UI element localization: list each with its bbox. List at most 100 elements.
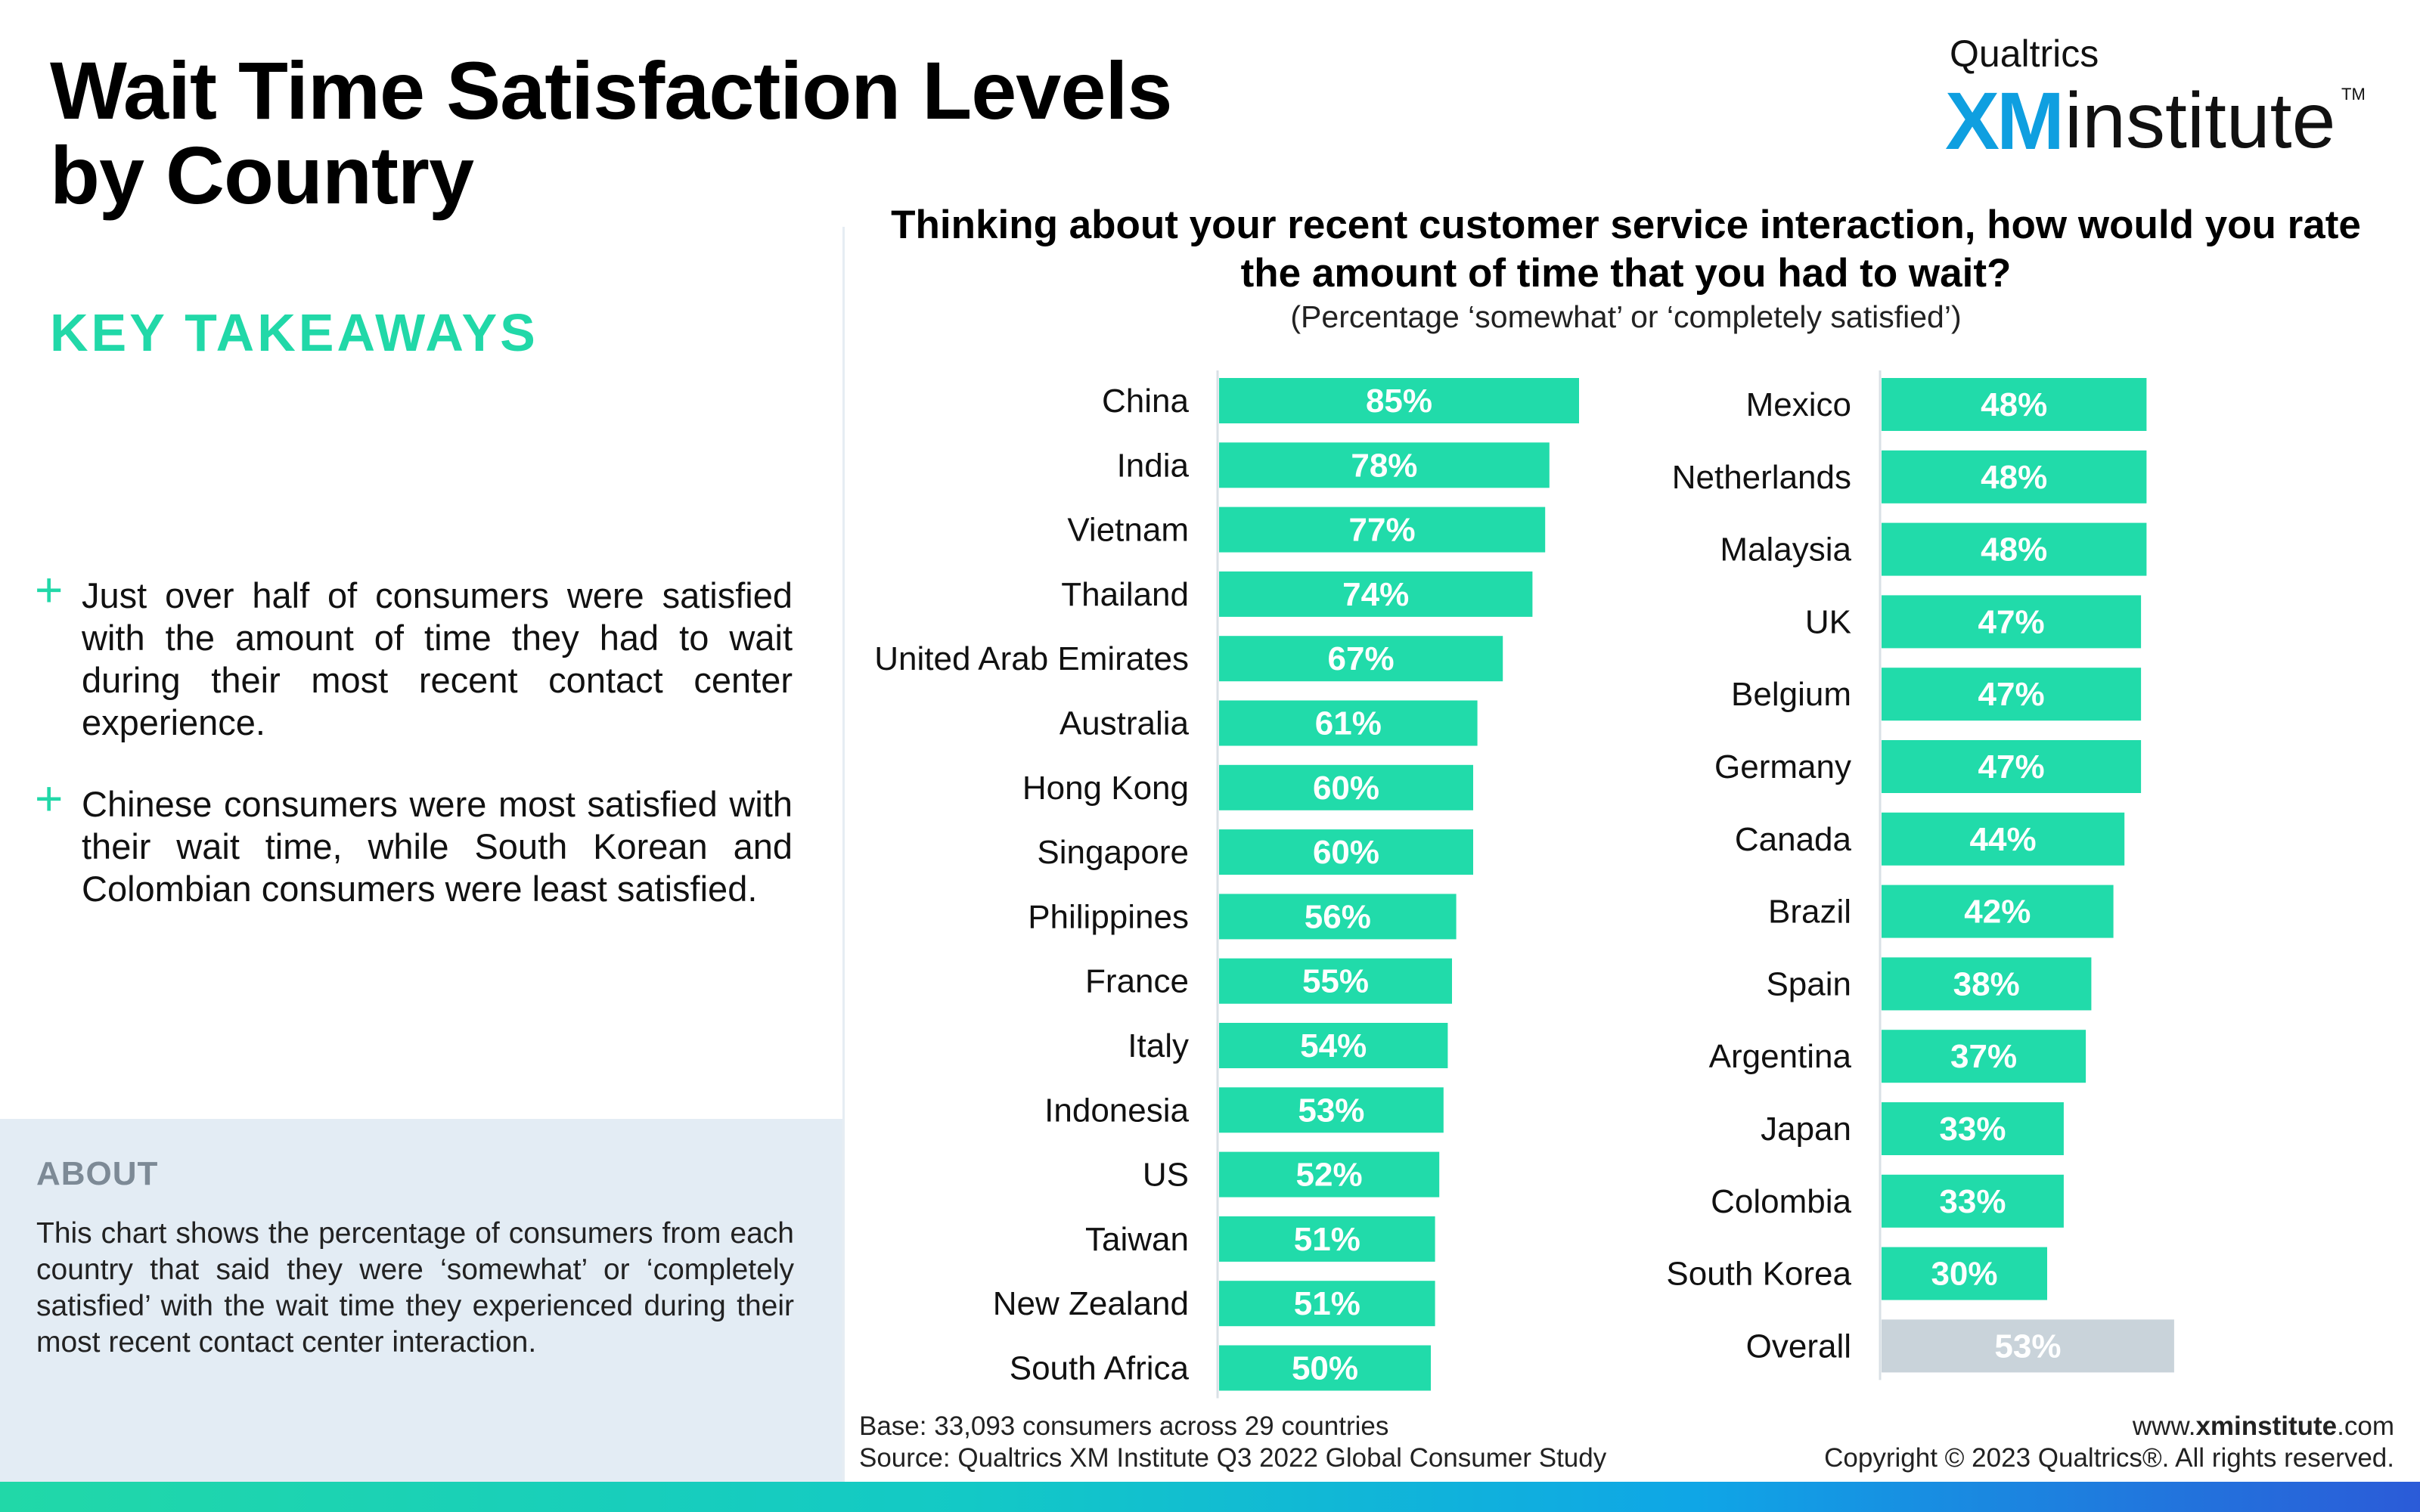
chart-title: Thinking about your recent customer serv… bbox=[891, 203, 2361, 296]
bar-thailand bbox=[1219, 571, 1533, 617]
category-label: Overall bbox=[1746, 1328, 1851, 1365]
category-label: South Korea bbox=[1666, 1256, 1851, 1293]
footer-copyright: Copyright © 2023 Qualtrics®. All rights … bbox=[1824, 1443, 2394, 1473]
category-label: China bbox=[1102, 383, 1189, 420]
category-label: Netherlands bbox=[1672, 459, 1851, 496]
value-label: 30% bbox=[1931, 1256, 1997, 1293]
footer-base: Base: 33,093 consumers across 29 countri… bbox=[859, 1411, 1389, 1441]
category-label: Italy bbox=[1128, 1027, 1189, 1064]
category-label: Mexico bbox=[1746, 386, 1851, 423]
bar-singapore bbox=[1219, 829, 1473, 875]
value-label: 37% bbox=[1950, 1038, 2017, 1075]
bar-china bbox=[1219, 378, 1579, 423]
category-label: Brazil bbox=[1768, 894, 1851, 931]
category-label: Spain bbox=[1766, 965, 1851, 1002]
bar-belgium bbox=[1882, 668, 2142, 721]
category-label: Malaysia bbox=[1720, 531, 1851, 569]
logo-company-name: Qualtrics bbox=[1950, 33, 2099, 75]
value-label: 51% bbox=[1294, 1221, 1360, 1258]
value-label: 60% bbox=[1313, 834, 1379, 871]
bar-brazil bbox=[1882, 885, 2114, 938]
category-label: UK bbox=[1805, 603, 1851, 640]
takeaway-item: + Chinese consumers were most satisfied … bbox=[35, 774, 793, 910]
bar-chart-svg: China 85% India 78% Vietnam 77% Thailand 74% Uni… bbox=[874, 370, 2174, 1399]
value-label: 48% bbox=[1981, 459, 2047, 496]
value-label: 53% bbox=[1298, 1092, 1364, 1129]
category-label: South Africa bbox=[1010, 1350, 1190, 1387]
takeaways-list: + Just over half of consumers were satis… bbox=[35, 565, 793, 950]
value-label: 44% bbox=[1970, 821, 2037, 858]
category-label: Hong Kong bbox=[1022, 770, 1189, 807]
takeaway-text: Just over half of consumers were satisfi… bbox=[82, 575, 793, 742]
bar-overall bbox=[1882, 1319, 2174, 1373]
category-label: United Arab Emirates bbox=[874, 640, 1189, 677]
bar-chart: China 85% India 78% Vietnam 77% Thailand 74% Uni… bbox=[847, 355, 2420, 1406]
value-label: 38% bbox=[1953, 965, 2020, 1002]
category-label: Singapore bbox=[1037, 834, 1189, 871]
category-label: New Zealand bbox=[993, 1285, 1189, 1322]
value-label: 48% bbox=[1981, 386, 2047, 423]
category-label: Philippines bbox=[1028, 898, 1189, 935]
site-suffix: .com bbox=[2337, 1411, 2394, 1441]
plus-icon: + bbox=[35, 562, 64, 617]
value-label: 51% bbox=[1294, 1285, 1360, 1322]
value-label: 47% bbox=[1978, 748, 2045, 785]
bar-india bbox=[1219, 442, 1550, 488]
chart-subtitle: (Percentage ‘somewhat’ or ‘completely sa… bbox=[1290, 299, 1962, 334]
page-title-line-1: Wait Time Satisfaction Levels bbox=[50, 45, 1172, 136]
footer-notes: Base: 33,093 consumers across 29 countri… bbox=[859, 1411, 1606, 1474]
category-label: Australia bbox=[1060, 705, 1190, 742]
footer-website: www.xminstitute.com bbox=[1824, 1411, 2394, 1442]
about-text: This chart shows the percentage of consu… bbox=[36, 1217, 794, 1359]
value-label: 78% bbox=[1351, 447, 1417, 484]
category-label: Argentina bbox=[1709, 1038, 1852, 1075]
bar-italy bbox=[1219, 1023, 1448, 1068]
bar-argentina bbox=[1882, 1030, 2086, 1083]
bar-us bbox=[1219, 1151, 1440, 1198]
bar-united-arab-emirates bbox=[1219, 636, 1503, 682]
bottom-gradient-bar bbox=[0, 1482, 2420, 1512]
logo-xm-mark: XM bbox=[1945, 75, 2065, 166]
value-label: 47% bbox=[1978, 676, 2045, 713]
bar-colombia bbox=[1882, 1174, 2064, 1228]
value-label: 53% bbox=[1994, 1328, 2061, 1365]
value-label: 33% bbox=[1939, 1111, 2006, 1148]
about-panel: ABOUT This chart shows the percentage of… bbox=[0, 1119, 842, 1482]
bar-australia bbox=[1219, 700, 1478, 746]
bar-uk bbox=[1882, 595, 2142, 649]
category-label: Belgium bbox=[1731, 676, 1851, 713]
category-label: Canada bbox=[1735, 821, 1852, 858]
bar-france bbox=[1219, 958, 1452, 1004]
about-title: ABOUT bbox=[36, 1155, 159, 1192]
bar-spain bbox=[1882, 957, 2092, 1011]
takeaway-text: Chinese consumers were most satisfied wi… bbox=[82, 784, 793, 909]
bar-netherlands bbox=[1882, 450, 2147, 503]
vertical-divider bbox=[842, 227, 845, 1482]
bar-philippines bbox=[1219, 894, 1457, 940]
xm-institute-logo: Qualtrics XM institute TM bbox=[1936, 30, 2366, 166]
value-label: 60% bbox=[1313, 770, 1379, 807]
bar-malaysia bbox=[1882, 522, 2147, 576]
bar-hong-kong bbox=[1219, 764, 1473, 810]
category-label: Japan bbox=[1761, 1111, 1851, 1148]
category-label: Colombia bbox=[1711, 1183, 1851, 1220]
logo-institute-word: institute bbox=[2065, 77, 2336, 165]
category-label: US bbox=[1143, 1157, 1189, 1194]
bar-south-korea bbox=[1882, 1247, 2047, 1300]
bar-japan bbox=[1882, 1102, 2064, 1155]
category-label: Taiwan bbox=[1085, 1221, 1189, 1258]
page-title-line-2: by Country bbox=[50, 129, 474, 221]
bar-mexico bbox=[1882, 378, 2147, 431]
logo-trademark: TM bbox=[2341, 85, 2366, 104]
category-label: Indonesia bbox=[1044, 1092, 1189, 1129]
bar-south-africa bbox=[1219, 1345, 1431, 1391]
plus-icon: + bbox=[35, 771, 64, 826]
bar-canada bbox=[1882, 812, 2125, 866]
value-label: 74% bbox=[1342, 576, 1409, 613]
value-label: 50% bbox=[1292, 1350, 1358, 1387]
bar-indonesia bbox=[1219, 1087, 1444, 1133]
bar-new-zealand bbox=[1219, 1281, 1435, 1327]
bar-taiwan bbox=[1219, 1216, 1435, 1262]
category-label: Vietnam bbox=[1067, 512, 1189, 549]
category-label: India bbox=[1117, 447, 1190, 484]
